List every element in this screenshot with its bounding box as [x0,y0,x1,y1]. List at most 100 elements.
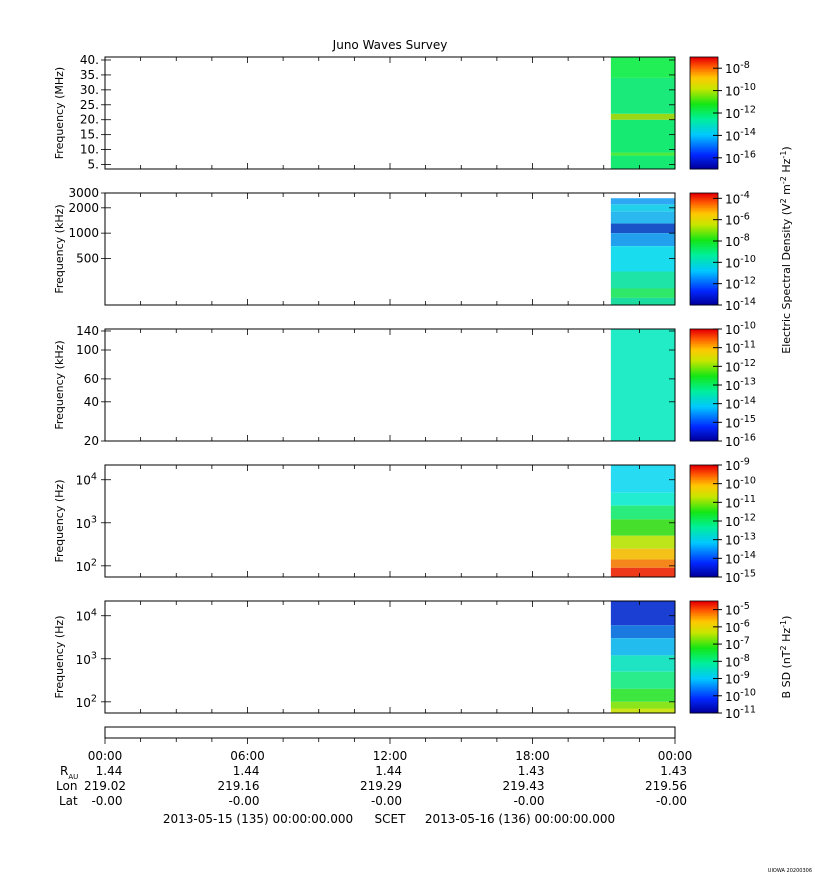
colorbar-segment [690,198,718,201]
colorbar-segment [690,409,718,412]
colorbar-segment [690,429,718,433]
rau-value: 1.44 [375,764,402,778]
colorbar-segment [690,545,718,548]
colorbar-segment [690,604,718,608]
colorbar-segment [690,159,718,163]
colorbar-segment [690,474,718,477]
colorbar-segment [690,498,718,501]
colorbar-segment [690,671,718,675]
y-axis-label: Frequency (Hz) [53,616,66,699]
colorbar-segment [690,575,718,578]
colorbar-segment [690,399,718,403]
spectrogram-band [610,233,675,247]
y-tick-label: 60 [84,372,99,386]
rau-value: 1.43 [660,764,687,778]
colorbar-segment [690,517,718,520]
colorbar-segment [690,565,718,569]
colorbar-segment [690,75,718,79]
spectrogram-band [610,492,675,506]
colorbar-segment [690,209,718,213]
time-tick-label: 18:00 [515,749,550,763]
colorbar-segment [690,688,718,692]
lon-row-label: Lon [56,779,77,793]
colorbar-segment [690,636,718,639]
colorbar-segment [690,215,718,218]
colorbar-segment [690,297,718,300]
colorbar-segment [690,658,718,662]
colorbar-segment [690,105,718,108]
spectrogram-band [610,198,675,205]
colorbar-segment [690,483,718,487]
spectrogram-band [610,329,675,441]
colorbar-segment [690,385,718,388]
colorbar-segment [690,534,718,537]
colorbar-segment [690,420,718,423]
colorbar-segment [690,301,718,304]
colorbar-segment [690,252,718,256]
colorbar-tick-label: 10-12 [725,513,756,529]
spectrogram-band [610,638,675,656]
colorbar-segment [690,275,718,278]
colorbar-segment [690,349,718,352]
colorbar-segment [690,79,718,82]
colorbar-segment [690,558,718,561]
colorbar-segment [690,64,718,67]
colorbar-segment [690,407,718,410]
colorbar-segment [690,109,718,112]
colorbar-tick-label: 10-4 [725,190,750,206]
colorbar-segment [690,515,718,518]
colorbar-segment [690,127,718,131]
colorbar-segment [690,343,718,347]
colorbar-segment [690,506,718,509]
colorbar-segment [690,230,718,233]
lon-value: 219.16 [218,779,260,793]
colorbar-segment [690,342,718,345]
colorbar-segment [690,541,718,544]
colorbar-tick-label: 10-5 [725,601,750,617]
colorbar-segment [690,277,718,280]
spectrogram-band [610,211,675,224]
colorbar-segment [690,493,718,496]
colorbar-segment [690,547,718,550]
panel-lfr-mid: 140 100 60 40 20 Frequency (kHz) 10-10 10-11 10-… [53,321,756,449]
spectrogram-band [610,288,675,298]
colorbar-segment [690,679,718,682]
colorbar-segment [690,662,718,665]
y-tick-label: 30. [80,83,99,97]
colorbar-segment [690,249,718,252]
colorbar-segment [690,478,718,481]
colorbar-segment [690,73,718,77]
y-tick-label: 1000 [68,226,99,240]
colorbar-segment [690,92,718,95]
colorbar-segment [690,217,718,220]
colorbar-segment [690,77,718,80]
colorbar-segment [690,601,718,604]
colorbar-segment [690,489,718,492]
y-axis-label: Frequency (MHz) [53,67,66,159]
colorbar-segment [690,549,718,552]
colorbar-segment [690,472,718,475]
panels-layer: 5.10.15.20.25.30.35.40. Frequency (MHz) 10… [53,53,793,721]
colorbar-tick-label: 10-11 [725,494,756,510]
colorbar-segment [690,260,718,263]
colorbar-segment [690,284,718,287]
y-tick-label: 103 [76,650,97,666]
colorbar-segment [690,163,718,166]
colorbar-tick-label: 10-15 [725,569,756,585]
colorbar-segment [690,133,718,136]
colorbar-segment [690,232,718,235]
colorbar-segment [690,543,718,546]
colorbar-segment [690,135,718,138]
colorbar-segment [690,627,718,630]
colorbar-segment [690,550,718,554]
spectrogram-band [610,193,675,199]
colorbar-segment [690,364,718,367]
y-tick-label: 500 [76,251,99,265]
footer-scet: SCET [375,812,407,826]
colorbar-segment [690,394,718,397]
colorbar-segment [690,666,718,669]
colorbar-segment [690,267,718,271]
colorbar-segment [690,524,718,528]
